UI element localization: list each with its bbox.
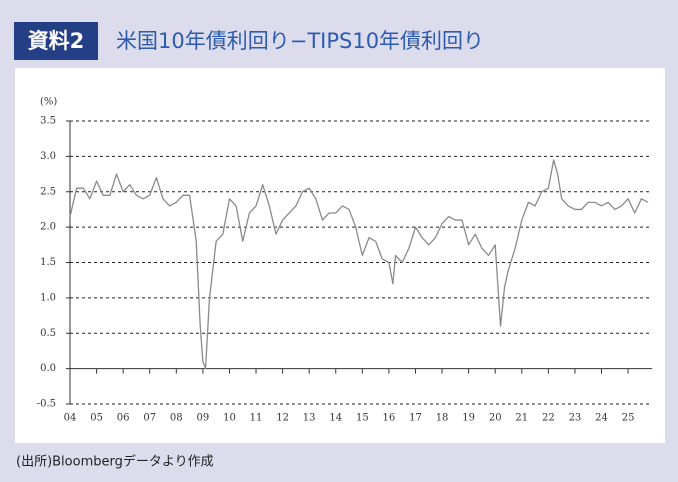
plot-panel bbox=[15, 68, 665, 443]
x-tick-label: 23 bbox=[569, 413, 582, 424]
x-tick-label: 05 bbox=[90, 413, 103, 424]
y-tick-label: 0.5 bbox=[40, 328, 56, 339]
source-note: (出所)Bloombergデータより作成 bbox=[16, 454, 214, 470]
x-tick-label: 21 bbox=[515, 413, 528, 424]
y-tick-label: 1.5 bbox=[40, 257, 56, 268]
x-tick-label: 11 bbox=[250, 413, 263, 424]
y-tick-label: 3.0 bbox=[40, 151, 56, 162]
x-tick-label: 16 bbox=[383, 413, 396, 424]
x-tick-label: 22 bbox=[542, 413, 555, 424]
x-tick-label: 09 bbox=[197, 413, 210, 424]
x-tick-label: 20 bbox=[489, 413, 502, 424]
badge-box bbox=[14, 22, 98, 60]
chart-title: 米国10年債利回り−TIPS10年債利回り bbox=[116, 29, 484, 53]
x-tick-label: 12 bbox=[276, 413, 289, 424]
y-tick-label: 2.0 bbox=[40, 222, 56, 233]
x-tick-label: 15 bbox=[356, 413, 369, 424]
x-tick-label: 06 bbox=[117, 413, 130, 424]
x-tick-label: 08 bbox=[170, 413, 183, 424]
x-tick-label: 19 bbox=[462, 413, 475, 424]
x-tick-label: 25 bbox=[622, 413, 635, 424]
y-tick-label: 1.0 bbox=[40, 292, 56, 303]
x-tick-label: 07 bbox=[143, 413, 156, 424]
x-tick-label: 04 bbox=[64, 413, 77, 424]
data-line bbox=[69, 159, 649, 370]
x-tick-label: 18 bbox=[436, 413, 449, 424]
y-axis-label: (%) bbox=[40, 97, 57, 108]
x-tick-label: 17 bbox=[409, 413, 422, 424]
x-tick-label: 24 bbox=[595, 413, 608, 424]
y-tick-label: 0.0 bbox=[40, 363, 56, 374]
badge: 資料2 bbox=[28, 29, 85, 53]
y-tick-label: 2.5 bbox=[40, 186, 56, 197]
x-tick-label: 14 bbox=[329, 413, 342, 424]
x-tick-label: 10 bbox=[223, 413, 236, 424]
y-tick-label: -0.5 bbox=[37, 399, 56, 410]
x-tick-label: 13 bbox=[303, 413, 316, 424]
y-tick-label: 3.5 bbox=[40, 116, 56, 127]
